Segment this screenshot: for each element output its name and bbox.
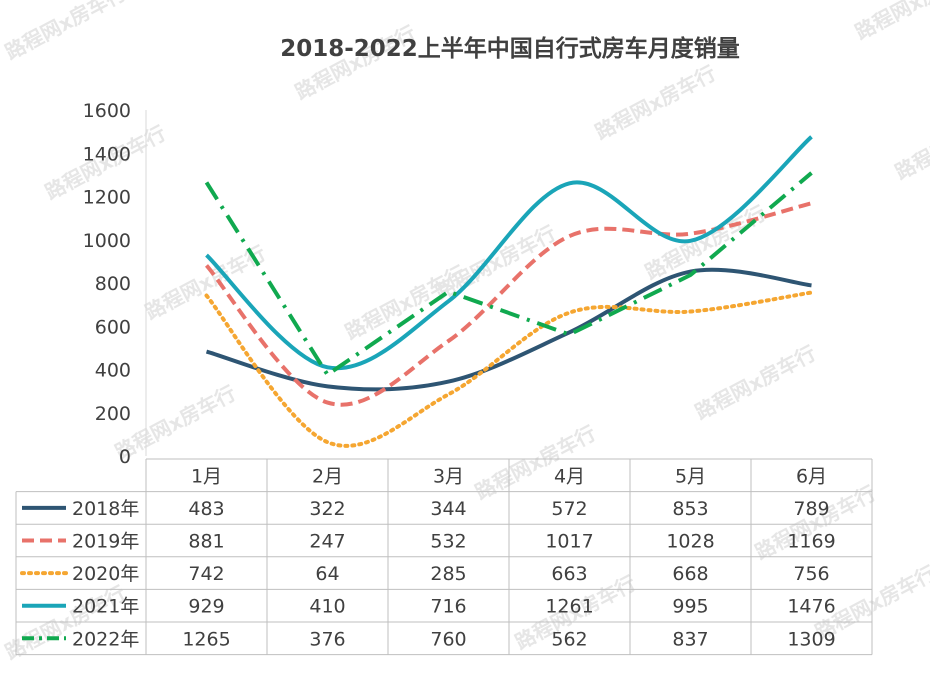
data-value: 995	[672, 596, 708, 618]
legend-label: 2020年	[72, 563, 139, 585]
data-value: 532	[430, 531, 466, 553]
data-value: 1017	[545, 531, 593, 553]
data-value: 929	[188, 596, 224, 618]
series-line-2022年	[204, 171, 813, 377]
data-value: 1309	[787, 628, 835, 650]
y-tick-label: 400	[95, 360, 131, 382]
legend-label: 2021年	[72, 596, 139, 618]
data-value: 789	[793, 498, 829, 520]
watermark-text: 路程网x房车行	[431, 221, 560, 305]
data-value: 410	[309, 596, 345, 618]
data-value: 483	[188, 498, 224, 520]
data-value: 668	[672, 563, 708, 585]
data-value: 837	[672, 628, 708, 650]
data-value: 344	[430, 498, 466, 520]
data-value: 1028	[666, 531, 714, 553]
data-value: 742	[188, 563, 224, 585]
chart-title: 2018-2022上半年中国自行式房车月度销量	[280, 35, 740, 62]
y-tick-label: 200	[95, 403, 131, 425]
data-table-grid	[15, 458, 873, 656]
category-label: 2月	[312, 465, 343, 487]
y-tick-label: 0	[119, 446, 131, 468]
data-value: 247	[309, 531, 345, 553]
watermark-text: 路程网x房车行	[851, 0, 930, 44]
data-value: 285	[430, 563, 466, 585]
category-label: 3月	[433, 465, 464, 487]
y-tick-label: 1400	[83, 143, 131, 165]
series-line-2020年	[204, 290, 814, 448]
series-line-2019年	[204, 201, 812, 407]
data-value: 322	[309, 498, 345, 520]
data-value: 572	[551, 498, 587, 520]
watermark-text: 路程网x房车行	[1, 0, 130, 64]
y-tick-label: 800	[95, 273, 131, 295]
y-tick-label: 1200	[83, 187, 131, 209]
data-value: 562	[551, 628, 587, 650]
watermark-text: 路程网x房车行	[1, 581, 130, 665]
data-value: 716	[430, 596, 466, 618]
legend-label: 2019年	[72, 531, 139, 553]
series-line-2021年	[205, 135, 813, 371]
data-value: 853	[672, 498, 708, 520]
watermark-text: 路程网x房车行	[291, 21, 420, 105]
y-tick-label: 1600	[83, 100, 131, 122]
data-value: 1169	[787, 531, 835, 553]
y-tick-label: 1000	[83, 230, 131, 252]
category-label: 5月	[675, 465, 706, 487]
category-label: 6月	[796, 465, 827, 487]
legend-label: 2018年	[72, 498, 139, 520]
y-tick-label: 600	[95, 316, 131, 338]
watermark-text: 路程网x房车行	[691, 341, 820, 425]
series-lines	[204, 135, 814, 448]
watermark-text: 路程网x房车行	[891, 101, 930, 185]
data-value: 1476	[787, 596, 835, 618]
watermark-text: 路程网x房车行	[591, 61, 720, 145]
data-table: 1月 2月 3月 4月 5月 6月 2018年 483 322 344 572 853 789 2019年…	[20, 465, 836, 650]
category-label: 1月	[191, 465, 222, 487]
series-line-2018年	[205, 267, 812, 392]
y-axis: 0 200 400 600 800 1000 1200 1400 1600	[83, 100, 147, 468]
data-value: 376	[309, 628, 345, 650]
data-value: 1265	[182, 628, 230, 650]
data-value: 756	[793, 563, 829, 585]
data-value: 881	[188, 531, 224, 553]
legend-label: 2022年	[72, 628, 139, 650]
data-value: 64	[315, 563, 339, 585]
data-value: 663	[551, 563, 587, 585]
data-value: 760	[430, 628, 466, 650]
category-label: 4月	[554, 465, 585, 487]
data-value: 1261	[545, 596, 593, 618]
